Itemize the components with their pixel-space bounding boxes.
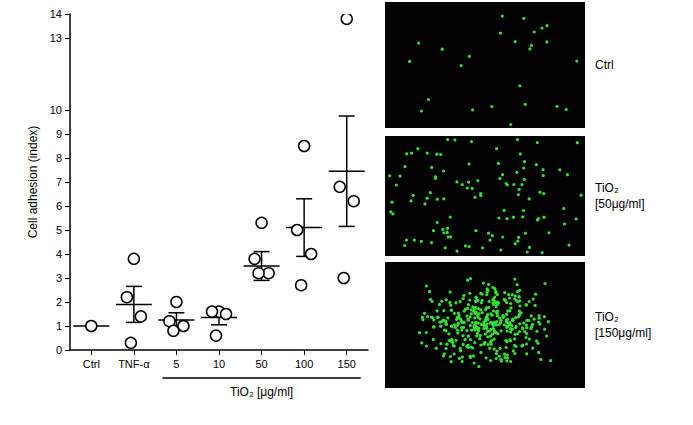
svg-text:7: 7 <box>56 176 62 188</box>
svg-text:Ctrl: Ctrl <box>83 358 100 370</box>
svg-text:10: 10 <box>213 358 225 370</box>
svg-text:150: 150 <box>338 358 356 370</box>
svg-text:13: 13 <box>50 32 62 44</box>
svg-text:TNF-α: TNF-α <box>118 358 150 370</box>
svg-text:9: 9 <box>56 128 62 140</box>
svg-text:TiO₂[50μg/ml]: TiO₂[50μg/ml] <box>595 181 645 211</box>
svg-text:5: 5 <box>56 224 62 236</box>
svg-text:10: 10 <box>50 104 62 116</box>
svg-text:4: 4 <box>56 248 62 260</box>
svg-text:1: 1 <box>56 320 62 332</box>
svg-text:TiO₂[150μg/ml]: TiO₂[150μg/ml] <box>595 310 651 340</box>
svg-text:14: 14 <box>50 8 62 20</box>
svg-text:50: 50 <box>255 358 267 370</box>
svg-text:Cell adhesion (index): Cell adhesion (index) <box>26 126 40 239</box>
svg-text:TiO₂ [μg/ml]: TiO₂ [μg/ml] <box>230 385 293 399</box>
svg-text:8: 8 <box>56 152 62 164</box>
svg-text:100: 100 <box>295 358 313 370</box>
svg-text:6: 6 <box>56 200 62 212</box>
svg-text:2: 2 <box>56 296 62 308</box>
svg-text:5: 5 <box>173 358 179 370</box>
svg-text:0: 0 <box>56 344 62 356</box>
svg-text:Ctrl: Ctrl <box>595 58 614 72</box>
svg-text:3: 3 <box>56 272 62 284</box>
